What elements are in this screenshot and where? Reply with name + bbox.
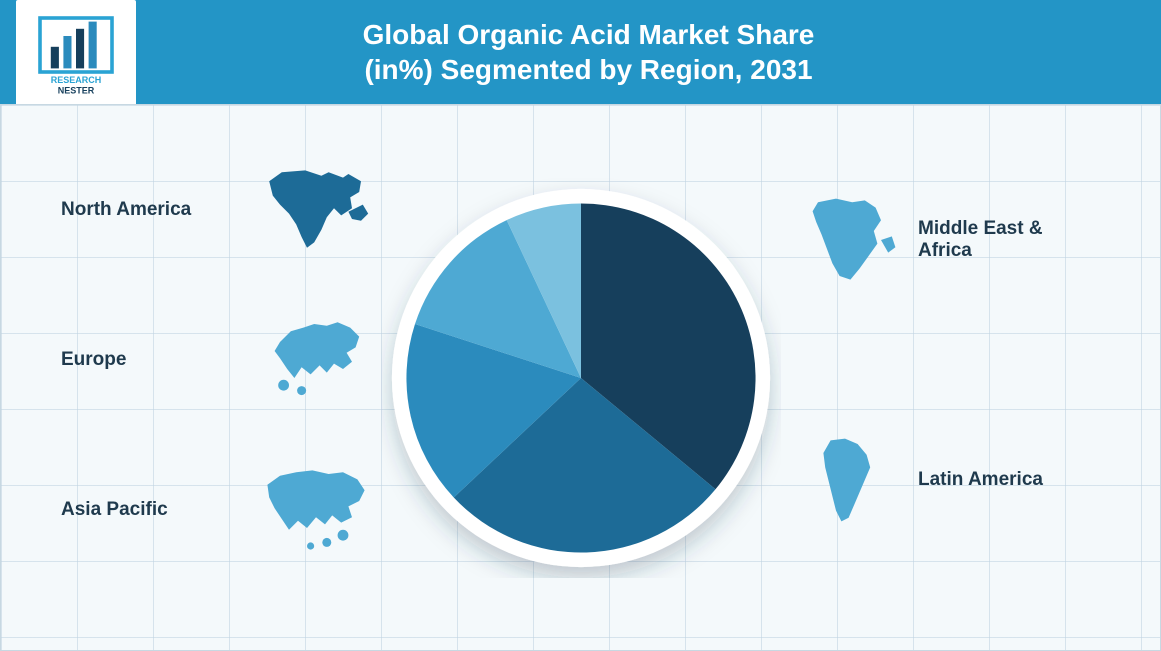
region-label: North America [61,199,243,221]
pie-chart [381,178,781,578]
region-latin-america: Latin America [790,435,1100,525]
logo-icon: RESEARCH NESTER [31,9,121,99]
europe-map-icon [261,315,371,405]
region-label: Asia Pacific [61,499,243,521]
mea-map-icon [790,195,900,285]
region-label: Middle East & Africa [918,218,1100,262]
region-europe: Europe [61,315,371,405]
chart-area: North America Europe Asia Pacific Middle… [0,104,1161,651]
asia-pacific-map-icon [261,465,371,555]
chart-title: Global Organic Acid Market Share (in%) S… [136,17,1161,87]
region-label: Latin America [918,469,1100,491]
latin-america-map-icon [790,435,900,525]
region-north-america: North America [61,165,371,255]
pie-slices [406,203,755,552]
svg-text:NESTER: NESTER [58,86,95,96]
region-asia-pacific: Asia Pacific [61,465,371,555]
title-line-2: (in%) Segmented by Region, 2031 [136,52,1041,87]
header-bar: RESEARCH NESTER Global Organic Acid Mark… [0,0,1161,104]
brand-logo: RESEARCH NESTER [16,0,136,108]
title-line-1: Global Organic Acid Market Share [136,17,1041,52]
svg-text:RESEARCH: RESEARCH [51,75,102,85]
pie-svg [381,178,781,578]
region-middle-east-africa: Middle East & Africa [790,195,1100,285]
region-label: Europe [61,349,243,371]
north-america-map-icon [261,165,371,255]
